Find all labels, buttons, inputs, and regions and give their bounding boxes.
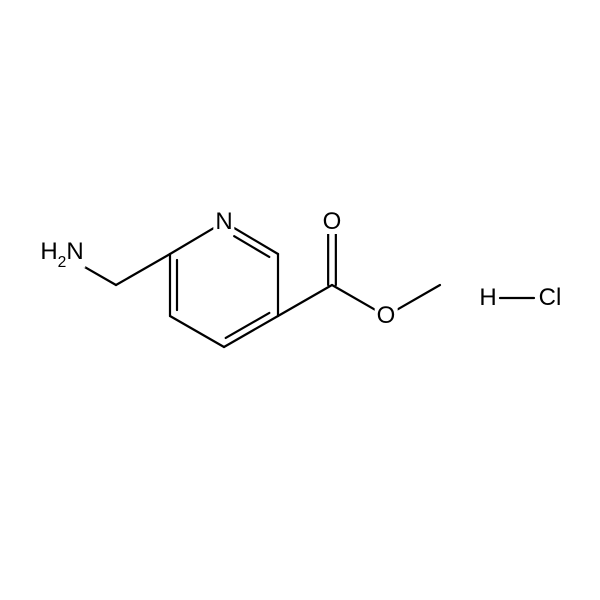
- molecule-canvas: H2N N O O H Cl: [0, 0, 600, 600]
- atom-label-H_hcl: H: [477, 286, 498, 310]
- bond-layer: [0, 0, 600, 600]
- atom-label-Cl_hcl: Cl: [537, 286, 564, 310]
- atom-label-ring_N: N: [213, 210, 234, 234]
- atom-label-O_single: O: [375, 304, 398, 328]
- atom-label-NH2: H2N: [38, 240, 85, 268]
- atom-label-O_dbl: O: [321, 210, 344, 234]
